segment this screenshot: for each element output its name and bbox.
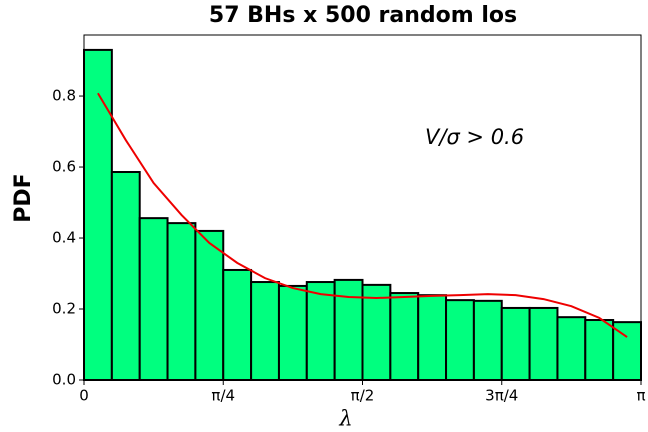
x-tick-label: 3π/4 bbox=[485, 387, 518, 405]
chart-title: 57 BHs x 500 random los bbox=[209, 3, 517, 28]
histogram-bar bbox=[166, 222, 197, 381]
x-tick-label: 0 bbox=[79, 387, 89, 405]
histogram-bar bbox=[138, 217, 169, 381]
histogram-bar bbox=[417, 294, 448, 381]
histogram-bar bbox=[110, 171, 141, 381]
histogram-bar bbox=[556, 316, 587, 382]
y-tick-label: 0.2 bbox=[52, 300, 76, 318]
y-axis-label: PDF bbox=[11, 173, 36, 222]
histogram-bar bbox=[472, 299, 503, 381]
y-tick-label: 0.6 bbox=[52, 158, 76, 176]
histogram-bar bbox=[222, 268, 253, 382]
histogram-bar bbox=[83, 48, 113, 381]
histogram-bar bbox=[445, 299, 475, 381]
histogram-bar bbox=[500, 306, 531, 382]
x-tick-label: π bbox=[636, 387, 645, 405]
histogram-bar bbox=[389, 292, 420, 382]
histogram-bar bbox=[361, 283, 392, 382]
y-tick-label: 0.0 bbox=[52, 371, 76, 389]
y-tick-label: 0.8 bbox=[52, 87, 76, 105]
annotation: V/σ > 0.6 bbox=[425, 125, 524, 149]
histogram-bar bbox=[277, 284, 308, 381]
histogram-bar bbox=[194, 229, 225, 381]
histogram-bar bbox=[528, 306, 559, 382]
histogram-bar bbox=[584, 319, 615, 382]
x-tick-label: π/2 bbox=[351, 387, 375, 405]
x-tick-label: π/4 bbox=[211, 387, 235, 405]
histogram-bar bbox=[333, 278, 364, 381]
x-axis-label: λ bbox=[338, 407, 352, 431]
density-line bbox=[97, 92, 628, 338]
histogram-bar bbox=[305, 281, 336, 382]
histogram-bar bbox=[250, 281, 280, 382]
y-tick-label: 0.4 bbox=[52, 229, 76, 247]
